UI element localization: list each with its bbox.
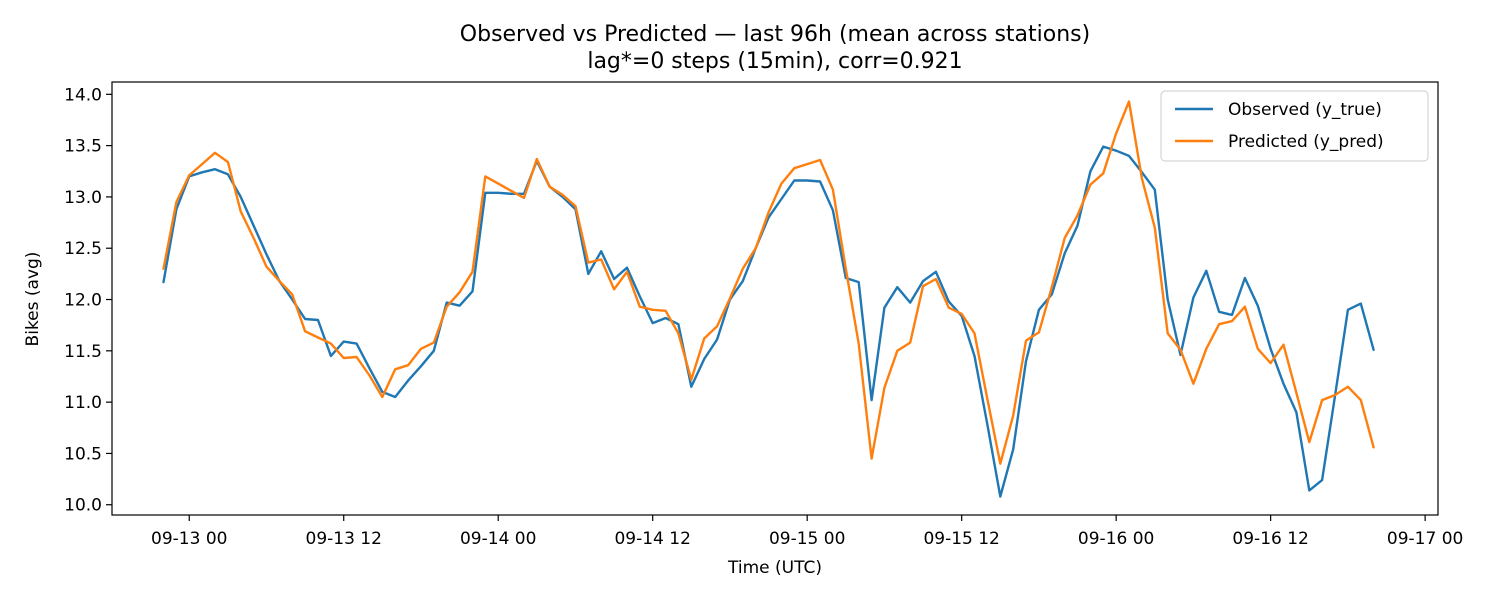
y-tick-label: 11.0 <box>64 393 102 413</box>
y-tick-label: 14.0 <box>64 85 102 105</box>
chart-subtitle: lag*=0 steps (15min), corr=0.921 <box>587 49 962 74</box>
series-line-predicted <box>162 100 1375 465</box>
y-tick-label: 12.0 <box>64 291 102 311</box>
plot-frame <box>111 81 1439 516</box>
x-tick-label: 09-15 12 <box>923 529 999 549</box>
legend-box <box>1160 90 1429 162</box>
x-tick-label: 09-13 12 <box>306 529 382 549</box>
x-tick-label: 09-14 12 <box>614 529 690 549</box>
chart-title: Observed vs Predicted — last 96h (mean a… <box>460 22 1090 47</box>
y-tick-label: 13.5 <box>64 137 102 157</box>
x-tick-label: 09-15 00 <box>769 529 845 549</box>
x-tick-label: 09-17 00 <box>1387 529 1463 549</box>
x-axis-label: Time (UTC) <box>727 558 822 578</box>
y-tick-label: 10.0 <box>64 496 102 516</box>
x-tick-label: 09-16 00 <box>1078 529 1154 549</box>
x-tick-label: 09-13 00 <box>151 529 227 549</box>
legend-label-predicted: Predicted (y_pred) <box>1228 132 1384 152</box>
legend-label-observed: Observed (y_true) <box>1228 100 1382 120</box>
y-tick-label: 13.0 <box>64 188 102 208</box>
x-axis: 09-13 00 09-13 12 09-14 00 09-14 12 09-15 00… <box>151 515 1463 549</box>
y-tick-label: 12.5 <box>64 239 102 259</box>
series-group <box>162 100 1375 498</box>
legend: Observed (y_true) Predicted (y_pred) <box>1160 90 1429 162</box>
y-tick-label: 10.5 <box>64 444 102 464</box>
y-axis-label: Bikes (avg) <box>23 252 43 347</box>
y-axis: 10.0 10.5 11.0 11.5 12.0 12.5 13.0 13.5 14.0 <box>64 85 112 516</box>
x-tick-label: 09-16 12 <box>1232 529 1308 549</box>
series-line-observed <box>162 145 1375 498</box>
y-tick-label: 11.5 <box>64 342 102 362</box>
x-tick-label: 09-14 00 <box>460 529 536 549</box>
